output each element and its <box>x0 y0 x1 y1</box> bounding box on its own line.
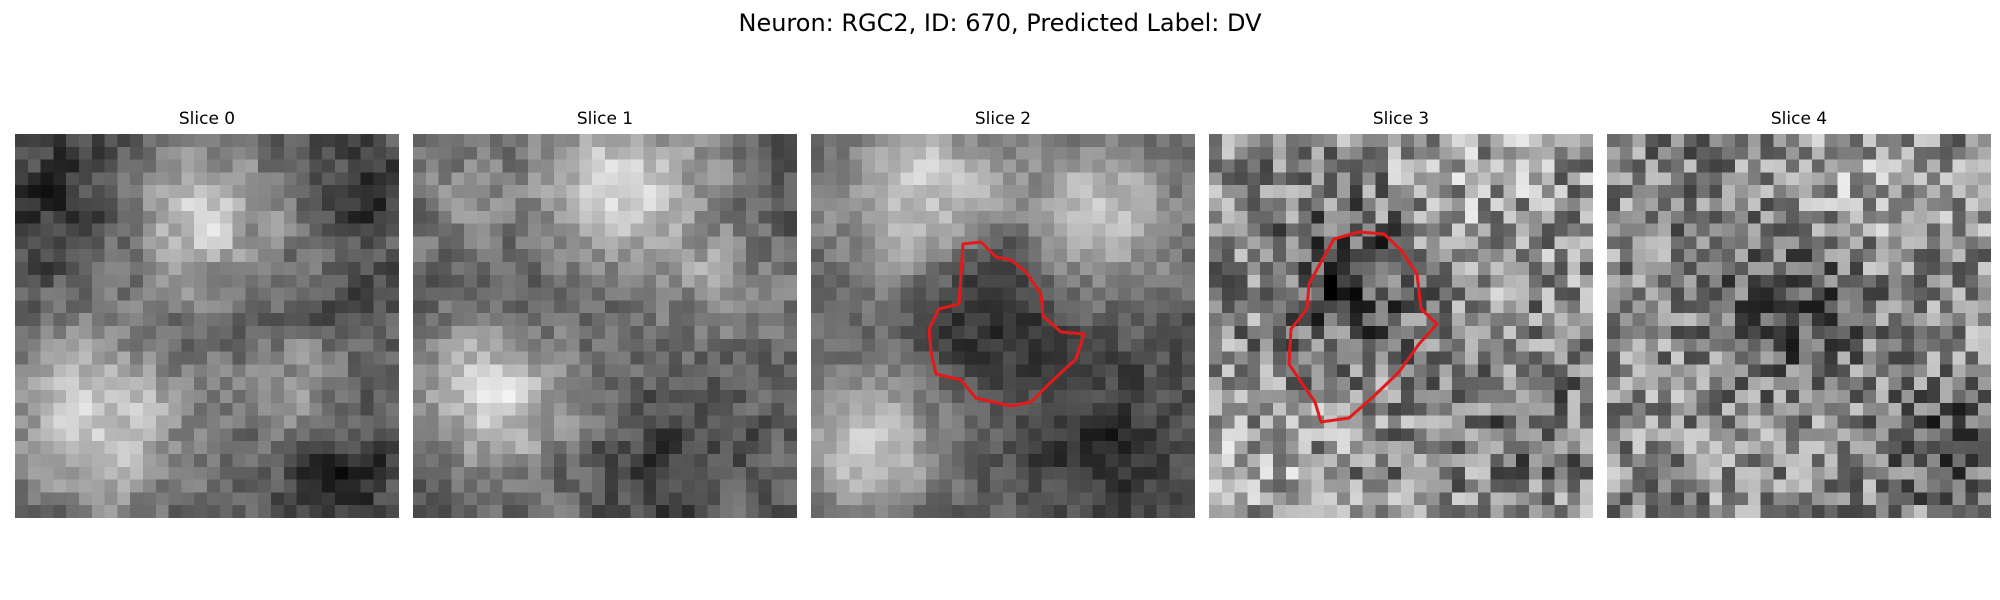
segmentation-outline <box>1287 230 1439 424</box>
slice-image <box>811 134 1195 518</box>
slice-pixels <box>811 134 1195 518</box>
slice-title: Slice 4 <box>1770 109 1828 129</box>
slice-pixels <box>1607 134 1991 518</box>
segmentation-outline-overlay <box>1287 230 1439 424</box>
slice-title: Slice 3 <box>1372 109 1430 129</box>
slice-image <box>1209 134 1593 518</box>
slice-image <box>1607 134 1991 518</box>
slice-image <box>413 134 797 518</box>
slice-pixels <box>1209 134 1593 518</box>
segmentation-outline <box>927 240 1086 408</box>
slice-title: Slice 0 <box>178 109 236 129</box>
slice-title: Slice 2 <box>974 109 1032 129</box>
slice-image <box>15 134 399 518</box>
slice-pixels <box>15 134 399 518</box>
slice-pixels <box>413 134 797 518</box>
figure-title: Neuron: RGC2, ID: 670, Predicted Label: … <box>738 9 1262 37</box>
segmentation-outline-overlay <box>927 240 1086 408</box>
slice-title: Slice 1 <box>576 109 634 129</box>
